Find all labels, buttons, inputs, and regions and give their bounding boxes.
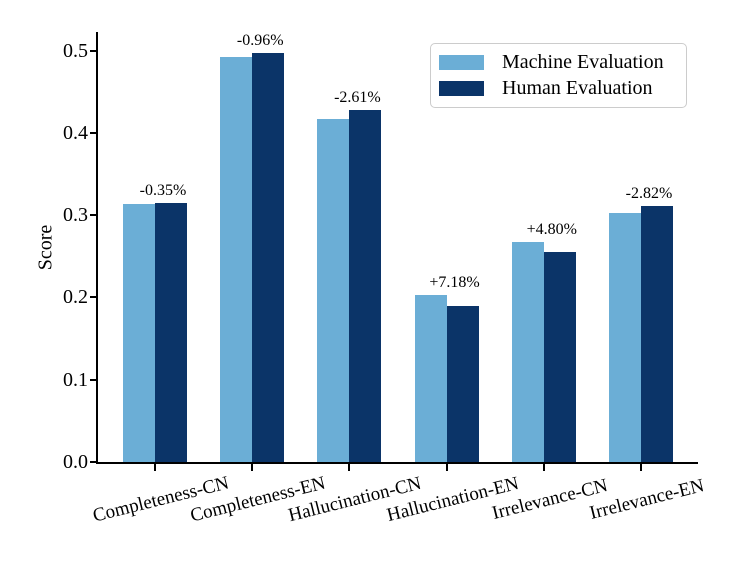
bar-machine-irrelevance-en [609, 213, 641, 462]
y-tick-label: 0.5 [63, 39, 88, 62]
x-tick-mark [445, 464, 448, 471]
diff-label-completeness-en: -0.96% [236, 31, 284, 49]
y-tick-mark [90, 214, 96, 217]
legend-label-machine-evaluation: Machine Evaluation [502, 51, 664, 74]
bar-human-completeness-en [252, 52, 285, 462]
y-tick-label: 0.0 [63, 451, 88, 473]
legend-item-machine-evaluation: Machine Evaluation [439, 50, 676, 76]
diff-label-hallucination-en: +7.18% [429, 274, 480, 292]
x-tick-mark [542, 464, 545, 471]
bar-human-irrelevance-cn [543, 251, 576, 462]
y-tick-mark [90, 378, 96, 381]
diff-label-completeness-cn: -0.35% [139, 181, 187, 199]
y-tick-label: 0.3 [63, 204, 88, 227]
x-tick-mark [154, 464, 156, 471]
bar-human-hallucination-cn [349, 109, 382, 462]
legend: Machine Evaluation Human Evaluation [430, 43, 687, 108]
bar-machine-completeness-en [220, 56, 253, 462]
bar-human-hallucination-en [446, 306, 479, 462]
y-axis-line [96, 32, 98, 464]
x-tick-mark [640, 464, 642, 471]
bar-machine-irrelevance-cn [511, 241, 544, 462]
y-tick-mark [90, 461, 96, 463]
y-tick-mark [90, 131, 96, 134]
bar-human-completeness-cn [155, 202, 187, 462]
y-tick-label: 0.1 [63, 368, 88, 391]
diff-label-irrelevance-cn: +4.80% [526, 220, 577, 238]
legend-label-human-evaluation: Human Evaluation [502, 76, 653, 99]
bar-human-irrelevance-en [641, 206, 673, 462]
y-tick-mark [90, 49, 96, 52]
machine-evaluation-swatch-icon [439, 55, 484, 71]
legend-item-human-evaluation: Human Evaluation [439, 76, 676, 102]
bar-machine-hallucination-cn [317, 119, 350, 462]
bar-machine-completeness-cn [123, 203, 155, 462]
diff-label-hallucination-cn: -2.61% [334, 88, 381, 106]
x-tick-mark [251, 464, 254, 471]
x-tick-mark [348, 464, 351, 471]
human-evaluation-swatch-icon [439, 80, 484, 96]
y-axis-title: Score [34, 224, 57, 271]
bar-machine-hallucination-en [414, 295, 447, 462]
y-tick-label: 0.2 [63, 286, 88, 309]
diff-label-irrelevance-en: -2.82% [625, 185, 673, 203]
y-tick-label: 0.4 [63, 121, 88, 144]
y-tick-mark [90, 296, 96, 299]
x-axis-line [96, 462, 698, 464]
